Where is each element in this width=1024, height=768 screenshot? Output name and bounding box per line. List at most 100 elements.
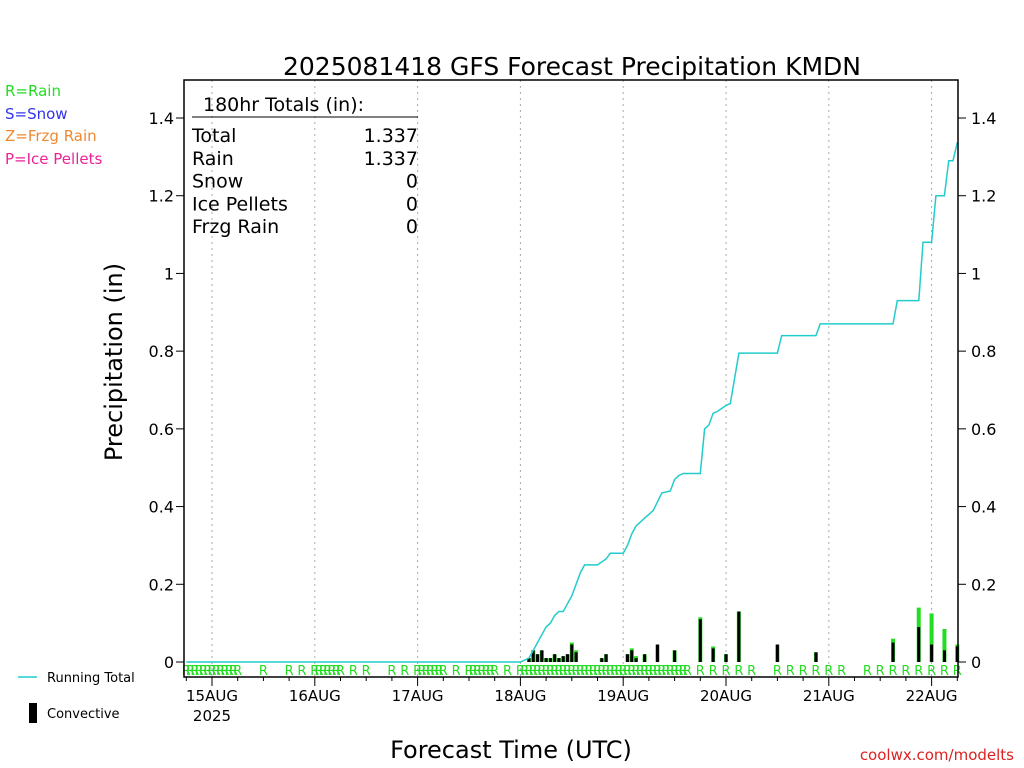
convective-bar (814, 652, 818, 662)
ptype-marker-rain: R (216, 664, 225, 679)
ptype-marker-rain: R (644, 664, 653, 679)
ptype-marker-rain: R (469, 664, 478, 679)
y-axis-left: 0 0.2 0.4 0.6 0.8 1 1.2 1.4 (149, 109, 184, 672)
ptype-marker-rain: R (182, 664, 191, 679)
ptype-marker-rain: R (734, 664, 743, 679)
x-axis-label: Forecast Time (UTC) (390, 736, 632, 764)
convective-bar (698, 619, 702, 662)
ptype-marker-rain: R (863, 664, 872, 679)
ptype-marker-rain: R (837, 664, 846, 679)
ptype-marker-rain: R (653, 664, 662, 679)
ptype-marker-rain: R (452, 664, 461, 679)
ptype-marker-rain: R (212, 664, 221, 679)
convective-bar (630, 650, 634, 662)
ptype-marker-rain: R (696, 664, 705, 679)
convective-bar (775, 644, 779, 662)
ptype-marker-rain: R (537, 664, 546, 679)
ptype-marker-rain: R (464, 664, 473, 679)
ptype-marker-rain: R (285, 664, 294, 679)
x-tick-label: 20AUG (700, 687, 752, 705)
ptype-marker-rain: R (940, 664, 949, 679)
ptype-marker-rain: R (524, 664, 533, 679)
convective-bar (561, 656, 565, 662)
x-axis: 15AUG 2025 16AUG 17AUG 18AUG 19AUG 20AUG 21AUG 2… (185, 677, 958, 725)
ptype-marker-rain: R (199, 664, 208, 679)
totals-row-value: 0 (406, 171, 418, 193)
totals-row-label: Frzg Rain (192, 216, 279, 238)
y-tick-label-right: 0.8 (971, 342, 996, 361)
ptype-marker-rain: R (233, 664, 242, 679)
ptype-marker-rain: R (640, 664, 649, 679)
ptype-marker-rain: R (349, 664, 358, 679)
ptype-marker-rain: R (332, 664, 341, 679)
y-tick-label-left: 0.6 (149, 420, 174, 439)
convective-bar (673, 650, 677, 662)
totals-row-label: Snow (192, 171, 243, 193)
legend-ice-pellets: P=Ice Pellets (5, 150, 102, 168)
ptype-marker-rain: R (195, 664, 204, 679)
ptype-marker-rain: R (315, 664, 324, 679)
ptype-marker-rain: R (310, 664, 319, 679)
totals-row-value: 0 (406, 216, 418, 238)
totals-row-label: Total (191, 125, 236, 147)
ptype-marker-rain: R (550, 664, 559, 679)
ptype-marker-rain: R (554, 664, 563, 679)
ptype-marker-rain: R (434, 664, 443, 679)
y-tick-label-left: 0.8 (149, 342, 174, 361)
convective-bar (548, 658, 552, 662)
ptype-marker-rain: R (606, 664, 615, 679)
totals-row-value: 0 (406, 193, 418, 215)
convective-bar (600, 658, 604, 662)
ptype-marker-rain: R (426, 664, 435, 679)
ptype-marker-rain: R (636, 664, 645, 679)
chart-title: 2025081418 GFS Forecast Precipitation KM… (283, 52, 861, 81)
totals-box: 180hr Totals (in): Total 1.337 Rain 1.337 Sn… (191, 94, 418, 238)
x-tick-label: 22AUG (906, 687, 958, 705)
ptype-marker-rain: R (490, 664, 499, 679)
x-tick-sublabel: 2025 (193, 707, 231, 725)
y-tick-label-left: 0.4 (149, 498, 174, 517)
ptype-marker-rain: R (203, 664, 212, 679)
ptype-marker-rain: R (400, 664, 409, 679)
ptype-marker-rain: R (709, 664, 718, 679)
ptype-marker-rain: R (225, 664, 234, 679)
ptype-marker-rain: R (430, 664, 439, 679)
ptype-marker-rain: R (546, 664, 555, 679)
y-tick-label-left: 1.2 (149, 187, 174, 206)
ptype-marker-rain: R (670, 664, 679, 679)
ptype-marker-rain: R (529, 664, 538, 679)
legend-snow: S=Snow (5, 105, 68, 123)
ptype-marker-rain: R (602, 664, 611, 679)
precip-bars (526, 607, 960, 662)
convective-bar (557, 658, 561, 662)
ptype-marker-rain: R (559, 664, 568, 679)
y-tick-label-left: 1.4 (149, 109, 174, 128)
ptype-marker-rain: R (627, 664, 636, 679)
y-tick-label-right: 1.2 (971, 187, 996, 206)
convective-bar (566, 654, 570, 662)
ptype-marker-rain: R (229, 664, 238, 679)
ptype-marker-rain: R (319, 664, 328, 679)
ptype-marker-rain: R (482, 664, 491, 679)
convective-bar (655, 644, 659, 662)
ptype-marker-rain: R (623, 664, 632, 679)
convective-bar (643, 654, 647, 662)
x-tick-label: 18AUG (494, 687, 546, 705)
ptype-marker-rain: R (563, 664, 572, 679)
totals-row-label: Ice Pellets (192, 193, 288, 215)
legend-convective: Convective (47, 707, 120, 722)
ptype-marker-rain: R (632, 664, 641, 679)
rain-bar (942, 628, 947, 662)
ptype-marker-rain: R (413, 664, 422, 679)
y-axis-label: Precipitation (in) (100, 263, 128, 461)
ptype-marker-rain: R (914, 664, 923, 679)
ptype-marker-rain: R (422, 664, 431, 679)
ptype-marker-rain: R (503, 664, 512, 679)
convective-bar (724, 654, 728, 662)
ptype-marker-rain: R (927, 664, 936, 679)
ptype-marker-rain: R (190, 664, 199, 679)
convective-bar (711, 648, 715, 662)
ptype-marker-rain: R (327, 664, 336, 679)
convective-bar (634, 658, 638, 662)
